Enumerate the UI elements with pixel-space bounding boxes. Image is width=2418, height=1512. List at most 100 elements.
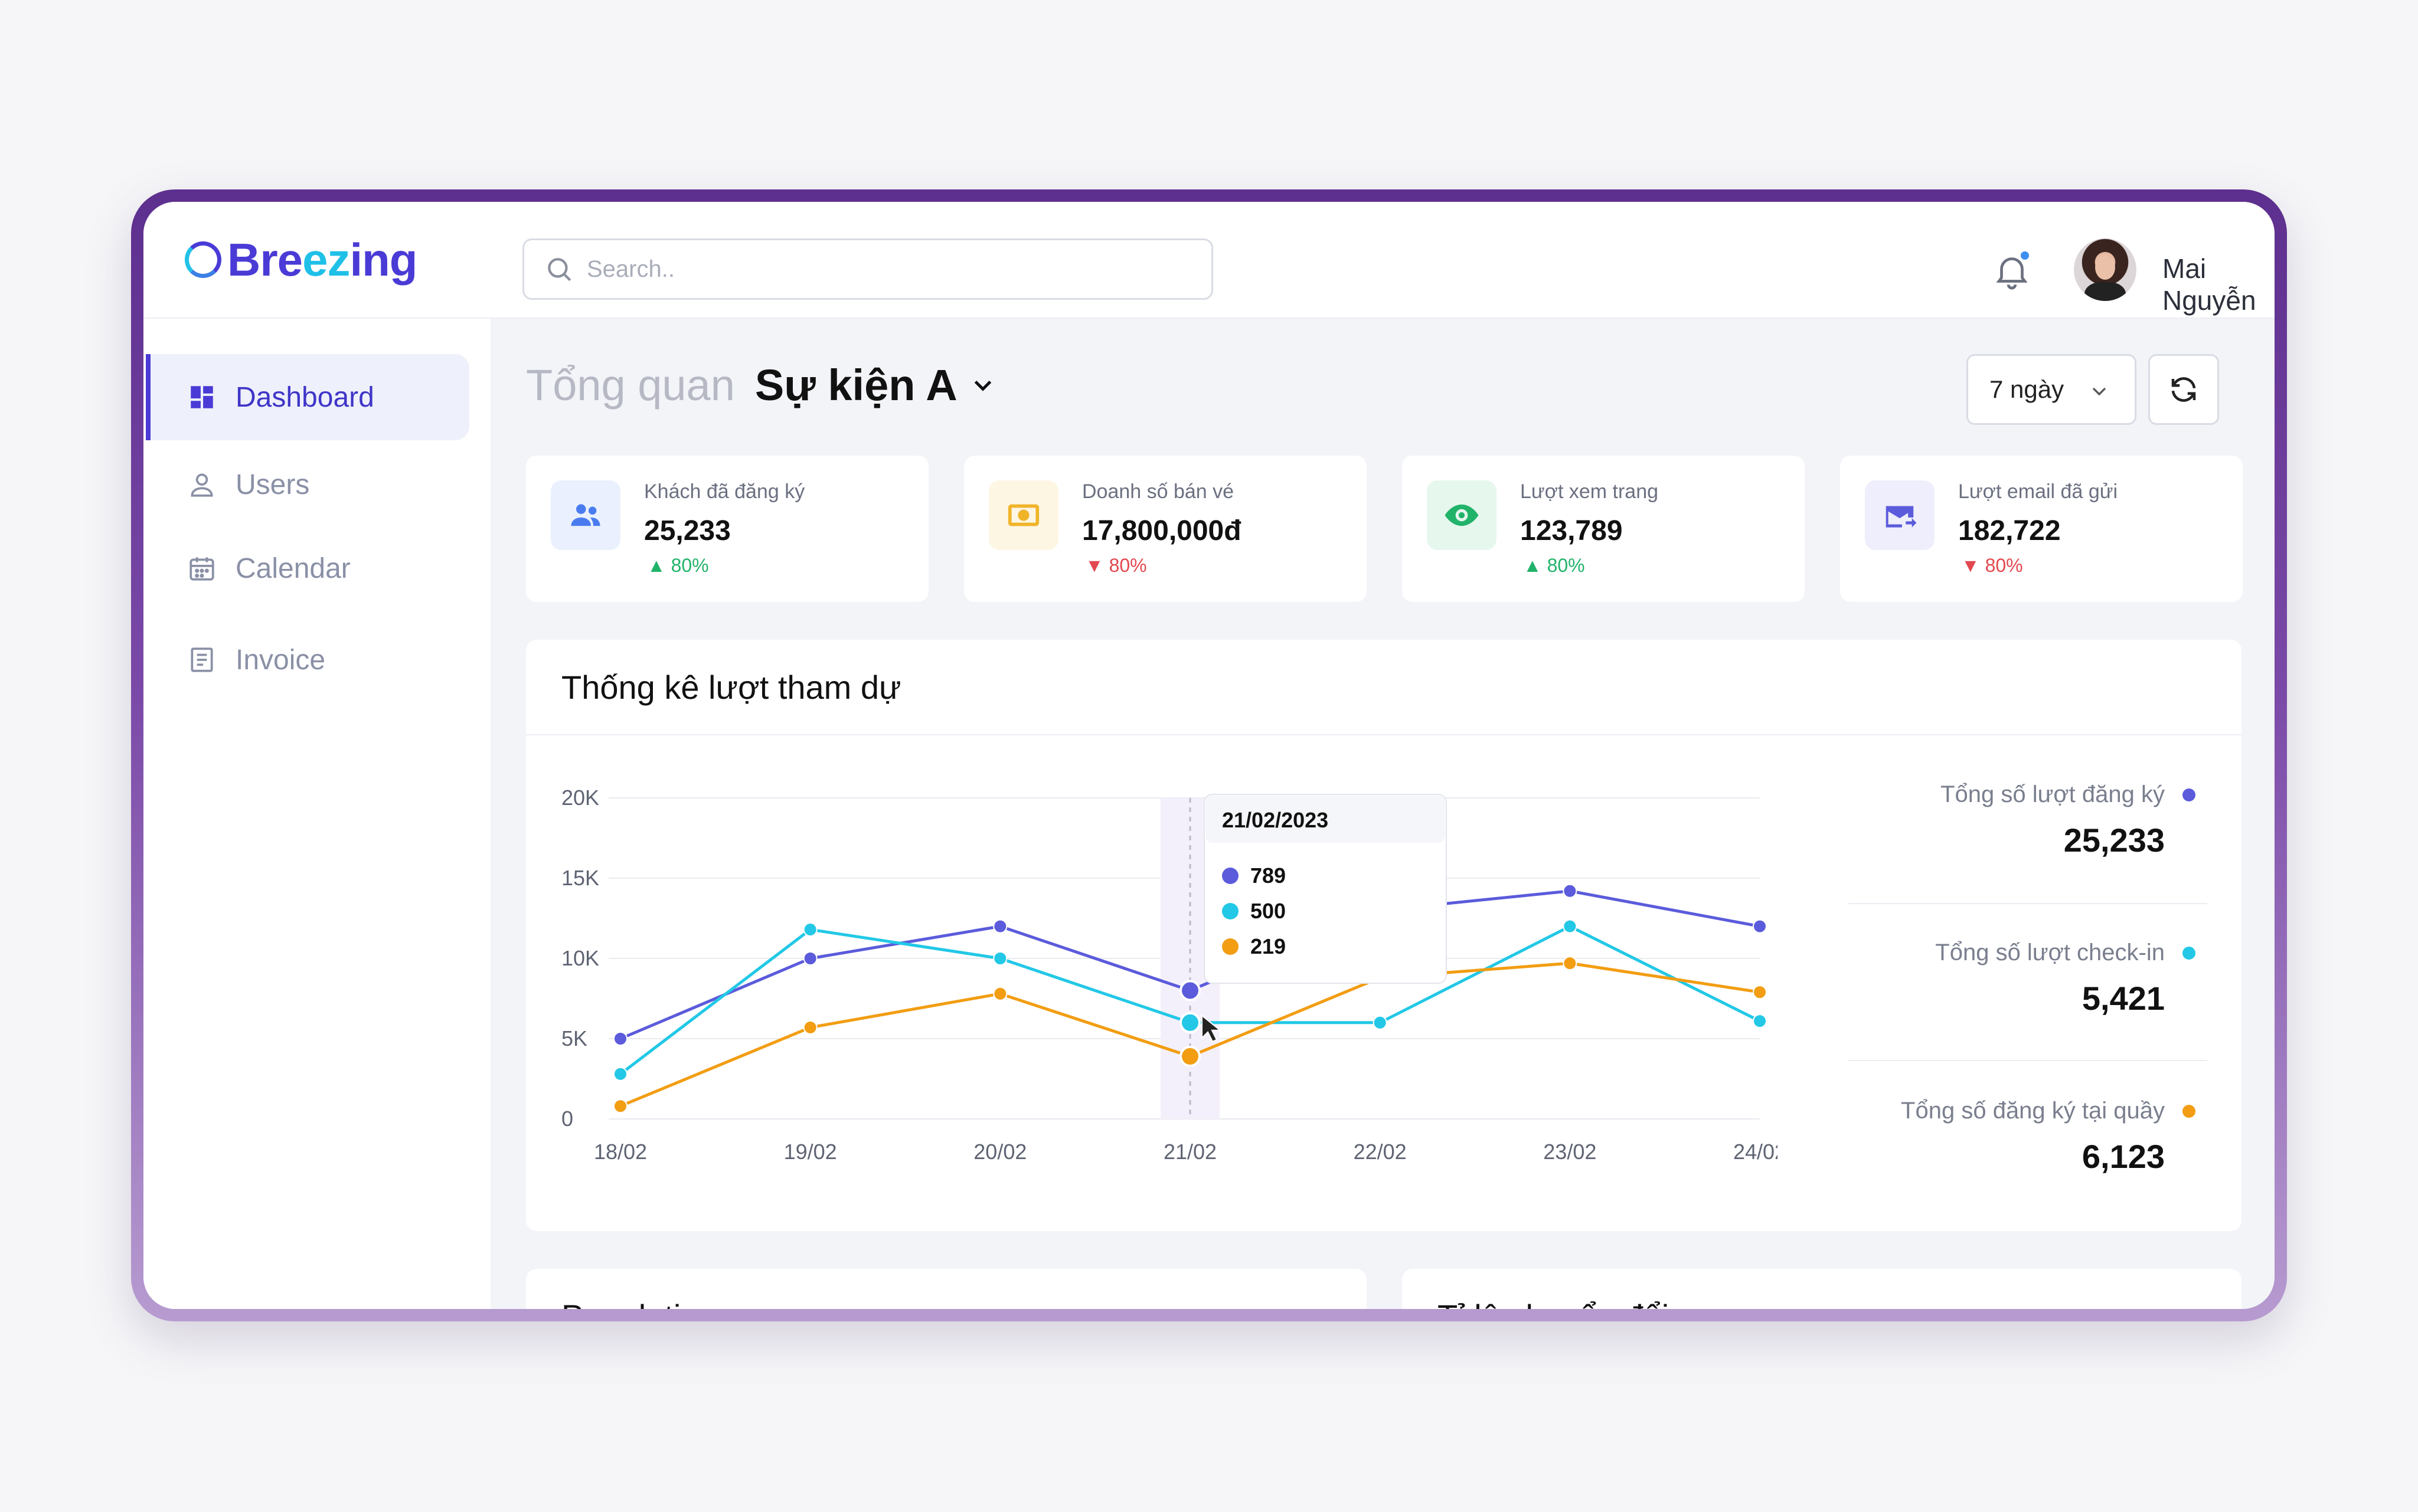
x-tick-label: 22/02 [1354, 1140, 1407, 1164]
y-tick-label: 5K [561, 1026, 587, 1050]
data-point [1179, 980, 1201, 1002]
sidebar-item-dashboard[interactable]: Dashboard [146, 354, 469, 440]
data-point [613, 1099, 628, 1114]
kpi-card-pageviews: Lượt xem trang 123,789 ▲ 80% [1402, 456, 1805, 602]
summary-value: 25,233 [2063, 822, 2165, 859]
summary-label: Tổng số đăng ký tại quầy [1848, 1098, 2203, 1124]
summary-counter-registrations: Tổng số đăng ký tại quầy 6,123 [1848, 1098, 2203, 1176]
kpi-label: Khách đã đăng ký [644, 480, 805, 503]
kpi-label: Lượt email đã gửi [1958, 480, 2118, 503]
x-tick-label: 18/02 [594, 1140, 647, 1164]
kpi-value: 17,800,000đ [1082, 515, 1241, 546]
avatar[interactable] [2074, 238, 2136, 301]
legend-dot [2182, 788, 2195, 801]
summary-label: Tổng số lượt check-in [1848, 940, 2203, 966]
device-frame: Breezing Mai Nguyễn Dashboard [131, 189, 2287, 1321]
user-name[interactable]: Mai Nguyễn [2162, 253, 2256, 316]
search-icon [548, 258, 571, 282]
date-range-select[interactable]: 7 ngày [1966, 354, 2136, 425]
legend-dot [2182, 1105, 2195, 1118]
y-tick-label: 15K [561, 866, 599, 890]
search-box[interactable] [522, 238, 1213, 300]
kpi-change: ▲ 80% [1523, 555, 1585, 576]
sidebar-item-label: Dashboard [236, 381, 374, 413]
data-point [1563, 956, 1577, 971]
card-title: Tỉ lệ chuyển đổi [1437, 1297, 1669, 1309]
chevron-down-icon[interactable] [968, 371, 998, 400]
tooltip-date: 21/02/2023 [1222, 808, 1328, 832]
cursor-icon [1201, 1014, 1222, 1043]
y-tick-label: 10K [561, 946, 599, 970]
chevron-down-icon [2092, 387, 2106, 396]
top-header: Breezing Mai Nguyễn [143, 202, 2275, 319]
kpi-card-sales: Doanh số bán vé 17,800,000đ ▼ 80% [964, 456, 1367, 602]
sidebar-item-label: Invoice [236, 644, 326, 676]
sidebar: Dashboard Users Calendar Invoice [143, 319, 491, 1309]
data-point [803, 922, 818, 937]
mail-icon [1865, 480, 1935, 550]
kpi-value: 182,722 [1958, 515, 2061, 546]
tooltip-dot [1222, 868, 1239, 884]
logo-ring-icon [185, 241, 221, 278]
user-icon [191, 473, 213, 497]
attendance-chart-card: Thống kê lượt tham dự 0 5K 10K 15K 20K 18/02 1… [526, 640, 2241, 1231]
notification-bell[interactable] [1991, 250, 2033, 292]
legend-dot [2182, 947, 2195, 960]
logo-text: Breezing [227, 233, 417, 286]
data-point [1179, 1045, 1201, 1067]
attendance-line-chart[interactable]: 0 5K 10K 15K 20K 18/02 19/02 20/02 21/02 22/02 23/… [526, 735, 1777, 1231]
tooltip-dot [1222, 938, 1239, 955]
kpi-card-emails: Lượt email đã gửi 182,722 ▼ 80% [1840, 456, 2243, 602]
search-input[interactable] [587, 256, 1118, 283]
kpi-card-registered: Khách đã đăng ký 25,233 ▲ 80% [526, 456, 929, 602]
app-window: Breezing Mai Nguyễn Dashboard [143, 202, 2275, 1309]
tooltip-dot [1222, 903, 1239, 919]
card-title: Population [561, 1297, 718, 1309]
kpi-value: 25,233 [644, 515, 731, 546]
data-point [993, 919, 1008, 934]
data-point [1753, 985, 1767, 1000]
calendar-icon [189, 557, 214, 581]
data-point [1563, 883, 1577, 898]
brand-logo[interactable]: Breezing [185, 233, 417, 286]
divider [526, 734, 2241, 735]
event-selector[interactable]: Sự kiện A [754, 361, 958, 410]
sidebar-item-label: Users [236, 469, 310, 500]
data-point [1179, 1012, 1201, 1033]
data-point [993, 986, 1008, 1001]
data-point [1753, 1014, 1767, 1029]
page-title: Tổng quan Sự kiện A [526, 360, 998, 410]
grid-icon [191, 386, 213, 408]
data-point [613, 1066, 628, 1081]
data-point [803, 951, 818, 966]
divider [1848, 903, 2207, 904]
sidebar-item-calendar[interactable]: Calendar [146, 525, 469, 611]
population-card: Population [526, 1269, 1367, 1309]
x-tick-label: 20/02 [973, 1140, 1027, 1164]
kpi-label: Lượt xem trang [1520, 480, 1659, 503]
sidebar-item-users[interactable]: Users [146, 441, 469, 528]
kpi-label: Doanh số bán vé [1082, 480, 1234, 503]
x-tick-label: 21/02 [1164, 1140, 1217, 1164]
data-point [1563, 919, 1577, 934]
y-tick-label: 20K [561, 786, 599, 810]
sidebar-item-label: Calendar [236, 552, 351, 584]
summary-label: Tổng số lượt đăng ký [1848, 781, 2203, 808]
x-tick-label: 23/02 [1543, 1140, 1596, 1164]
page-title-muted: Tổng quan [526, 361, 735, 410]
kpi-value: 123,789 [1520, 515, 1623, 546]
notification-dot [2021, 251, 2029, 260]
divider [1848, 1060, 2207, 1061]
summary-value: 6,123 [2082, 1138, 2165, 1175]
refresh-button[interactable] [2148, 354, 2219, 425]
kpi-change: ▼ 80% [1085, 555, 1147, 576]
eye-icon [1427, 480, 1496, 550]
chart-title: Thống kê lượt tham dự [561, 669, 901, 706]
summary-value: 5,421 [2082, 980, 2165, 1017]
data-point [993, 951, 1008, 966]
summary-checkins: Tổng số lượt check-in 5,421 [1848, 940, 2203, 1017]
money-icon [989, 480, 1058, 550]
sidebar-item-invoice[interactable]: Invoice [146, 617, 469, 703]
data-point [803, 1020, 818, 1035]
summary-registrations: Tổng số lượt đăng ký 25,233 [1848, 781, 2203, 859]
